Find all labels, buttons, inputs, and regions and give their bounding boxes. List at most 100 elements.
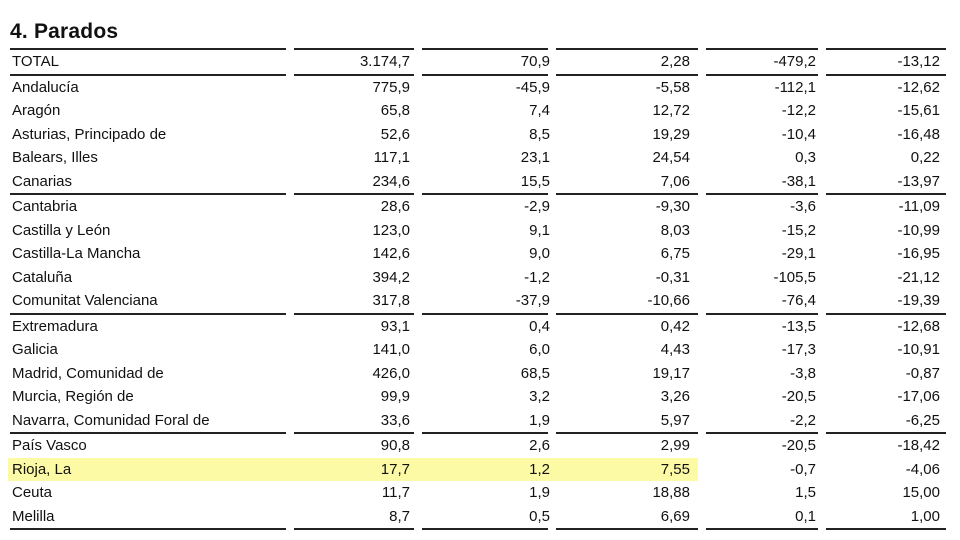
table-row: Cataluña 394,2 -1,2 -0,31 -105,5 -21,12 <box>10 266 946 290</box>
value-cell: 7,4 <box>529 102 550 119</box>
value-cell: -15,61 <box>897 102 940 119</box>
rule-gap <box>548 193 556 195</box>
value-cell: -19,39 <box>897 292 940 309</box>
table-row: Galicia 141,0 6,0 4,43 -17,3 -10,91 <box>10 338 946 362</box>
table-row: Castilla y León 123,0 9,1 8,03 -15,2 -10,99 <box>10 219 946 243</box>
rule-gap <box>414 73 422 76</box>
value-cell: 2,6 <box>529 437 550 454</box>
region-name: Canarias <box>12 172 73 190</box>
value-cell: 18,88 <box>652 484 690 501</box>
value-cell: 7,06 <box>660 172 690 190</box>
rule-gap <box>698 432 706 434</box>
value-cell: -12,62 <box>897 78 940 96</box>
rule-gap <box>818 312 826 315</box>
value-cell: -20,5 <box>781 437 816 454</box>
value-cell: -10,66 <box>647 292 690 309</box>
value-cell: 0,22 <box>910 149 940 166</box>
table-row: Asturias, Principado de 52,6 8,5 19,29 -10,4… <box>10 123 946 147</box>
table-row: Aragón 65,8 7,4 12,72 -12,2 -15,61 <box>10 99 946 123</box>
value-cell: 1,9 <box>529 411 550 429</box>
value-cell: 9,1 <box>529 221 550 239</box>
rule-gap <box>698 312 706 315</box>
rule-gap <box>286 73 294 76</box>
table-row: Cantabria 28,6 -2,9 -9,30 -3,6 -11,09 <box>10 195 946 219</box>
value-cell: 6,0 <box>529 341 550 358</box>
value-cell: 394,2 <box>372 268 410 286</box>
value-cell: 0,42 <box>660 317 690 335</box>
value-cell: -17,3 <box>781 341 816 358</box>
rule-gap <box>548 48 556 50</box>
rule-gap <box>698 528 706 530</box>
value-cell: 142,6 <box>372 245 410 262</box>
value-cell: -37,9 <box>515 292 550 309</box>
table-row: Melilla 8,7 0,5 6,69 0,1 1,00 <box>10 505 946 529</box>
region-name: Rioja, La <box>12 460 72 478</box>
table-row: Comunitat Valenciana 317,8 -37,9 -10,66 -76,… <box>10 289 946 313</box>
value-cell: -16,48 <box>897 125 940 143</box>
value-cell: -20,5 <box>781 388 816 405</box>
rule-gap <box>286 432 294 434</box>
value-cell: 90,8 <box>380 437 410 454</box>
value-cell: -18,42 <box>897 437 940 454</box>
value-cell: 23,1 <box>520 149 550 166</box>
table-row: Navarra, Comunidad Foral de 33,6 1,9 5,97 -2… <box>10 409 946 433</box>
value-cell: 6,69 <box>660 507 690 525</box>
rule-gap <box>286 312 294 315</box>
region-name: Asturias, Principado de <box>12 125 167 143</box>
value-cell: 775,9 <box>372 78 410 96</box>
value-cell: 426,0 <box>372 364 410 382</box>
region-name: Castilla y León <box>12 221 111 239</box>
value-cell: 317,8 <box>372 292 410 309</box>
region-name: Cantabria <box>12 198 78 215</box>
value-cell: -2,2 <box>790 411 816 429</box>
value-cell: 8,5 <box>529 125 550 143</box>
table-row: País Vasco 90,8 2,6 2,99 -20,5 -18,42 <box>10 434 946 458</box>
table-row: Castilla-La Mancha 142,6 9,0 6,75 -29,1 -16,9… <box>10 242 946 266</box>
value-cell: 4,43 <box>660 341 690 358</box>
region-name: Galicia <box>12 341 58 358</box>
rule-gap <box>414 48 422 50</box>
value-cell: -4,06 <box>905 460 940 478</box>
region-name: País Vasco <box>12 437 87 454</box>
rule-gap <box>548 312 556 315</box>
value-cell: 19,17 <box>652 364 690 382</box>
rule-gap <box>548 432 556 434</box>
region-name: Extremadura <box>12 317 98 335</box>
total-group: TOTAL 3.174,7 70,9 2,28 -479,2 -13,12 <box>10 48 946 76</box>
value-cell: -0,7 <box>790 460 816 478</box>
value-cell: 8,7 <box>389 507 410 525</box>
value-cell: -76,4 <box>781 292 816 309</box>
value-cell: -29,1 <box>781 245 816 262</box>
rule-gap <box>286 193 294 195</box>
rule-gap <box>548 73 556 76</box>
region-name: Cataluña <box>12 268 73 286</box>
value-cell: 15,5 <box>520 172 550 190</box>
value-cell: 3,26 <box>660 388 690 405</box>
value-cell: 70,9 <box>520 53 550 70</box>
value-cell: -21,12 <box>897 268 940 286</box>
region-name: Aragón <box>12 102 61 119</box>
value-cell: -0,87 <box>905 364 940 382</box>
rule-gap <box>818 432 826 434</box>
value-cell: 19,29 <box>652 125 690 143</box>
value-cell: 3.174,7 <box>359 53 410 70</box>
table-row: Madrid, Comunidad de 426,0 68,5 19,17 -3,8 -0… <box>10 362 946 386</box>
value-cell: 52,6 <box>380 125 410 143</box>
rule-gap <box>698 48 706 50</box>
section-title: 4. Parados <box>10 20 119 43</box>
rule-gap <box>414 528 422 530</box>
value-cell: -10,91 <box>897 341 940 358</box>
region-group: Andalucía 775,9 -45,9 -5,58 -112,1 -12,62 Arag… <box>10 76 946 195</box>
table-row: Rioja, La 17,7 1,2 7,55 -0,7 -4,06 <box>8 457 946 482</box>
value-cell: -9,30 <box>655 198 690 215</box>
value-cell: 9,0 <box>529 245 550 262</box>
value-cell: 99,9 <box>380 388 410 405</box>
region-name: Murcia, Región de <box>12 388 134 405</box>
value-cell: -2,9 <box>524 198 550 215</box>
region-name: TOTAL <box>12 53 59 70</box>
value-cell: 2,99 <box>660 437 690 454</box>
rule-gap <box>414 193 422 195</box>
value-cell: 24,54 <box>652 149 690 166</box>
value-cell: 6,75 <box>660 245 690 262</box>
value-cell: -3,8 <box>790 364 816 382</box>
